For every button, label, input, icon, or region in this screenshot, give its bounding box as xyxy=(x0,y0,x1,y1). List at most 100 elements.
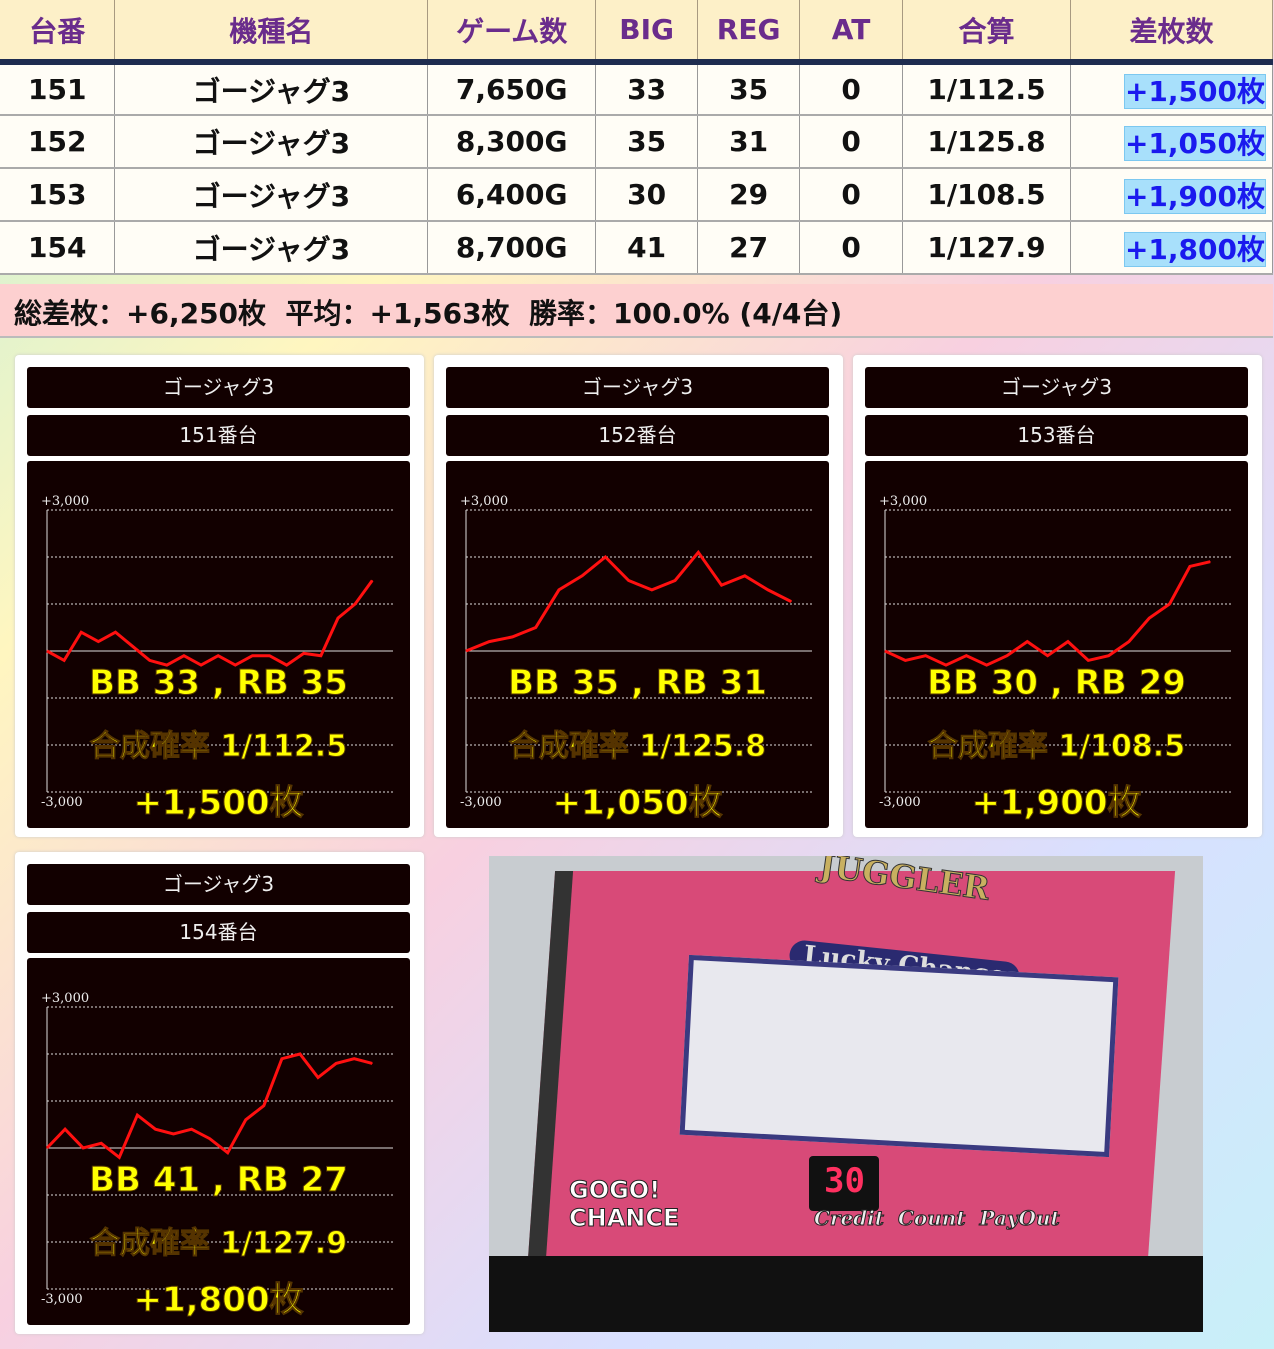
unit-number: 153番台 xyxy=(865,415,1248,456)
series-line xyxy=(465,549,792,653)
diff-value: +1,800枚 xyxy=(1123,231,1266,267)
table-cell: 31 xyxy=(697,115,801,169)
table-cell: 33 xyxy=(595,62,699,116)
data-point xyxy=(925,655,927,657)
data-point xyxy=(320,655,322,657)
data-point xyxy=(651,589,653,591)
diff-value: +1,900枚 xyxy=(1123,178,1266,214)
data-point xyxy=(1026,641,1028,643)
data-point xyxy=(1047,655,1049,657)
data-point xyxy=(80,631,82,633)
column-header: AT xyxy=(799,0,904,65)
data-point xyxy=(986,664,988,666)
data-point xyxy=(64,1128,66,1130)
overlay-bb-rb: BB 33 , RB 35 xyxy=(89,663,349,704)
machine-name: ゴージャグ3 xyxy=(27,367,410,408)
machine-name: ゴージャグ3 xyxy=(27,864,410,905)
data-point xyxy=(744,575,746,577)
column-header: 合算 xyxy=(902,0,1071,65)
y-tick-label: -3,000 xyxy=(41,795,83,810)
data-point xyxy=(251,655,253,657)
credit-display: 30 xyxy=(824,1161,865,1201)
reels xyxy=(679,954,1119,1158)
overlay-prob: 合成確率 1/127.9 xyxy=(89,1226,348,1262)
data-point xyxy=(299,1053,301,1055)
y-tick-label: -3,000 xyxy=(879,795,921,810)
data-point xyxy=(674,580,676,581)
table-cell: 29 xyxy=(697,168,801,222)
data-point xyxy=(46,1147,48,1149)
series-line xyxy=(45,1052,373,1160)
data-point xyxy=(1209,561,1211,563)
table-cell: 154 xyxy=(0,221,116,275)
results-table: 台番 機種名 ゲーム数 BIG REG AT 合算 差枚数 151 ゴージャグ3 7,650G 33 3… xyxy=(0,0,1273,275)
table-cell: 35 xyxy=(595,115,699,169)
machine-name: ゴージャグ3 xyxy=(446,367,829,408)
data-point xyxy=(227,1152,229,1154)
data-point xyxy=(558,589,560,591)
data-point xyxy=(317,1077,319,1078)
data-point xyxy=(945,664,947,666)
y-tick-label: +3,000 xyxy=(41,494,89,509)
column-header: ゲーム数 xyxy=(427,0,597,65)
data-point xyxy=(335,1062,337,1064)
overlay-diff: +1,050枚 xyxy=(552,783,723,824)
table-cell: 151 xyxy=(0,62,116,116)
data-point xyxy=(371,580,373,581)
data-point xyxy=(100,1142,102,1144)
data-point xyxy=(1067,641,1069,643)
data-point xyxy=(697,551,699,553)
overlay-bb-rb: BB 41 , RB 27 xyxy=(89,1160,349,1201)
machine-name: ゴージャグ3 xyxy=(865,367,1248,408)
data-point xyxy=(217,655,219,657)
diff-value: +1,050枚 xyxy=(1123,125,1266,161)
column-header: 差枚数 xyxy=(1070,0,1273,65)
slump-graph: +3,000 -3,000 BB 30 , RB 29 合成確率 1/108.5 +1,… xyxy=(865,461,1248,828)
data-point xyxy=(200,664,202,666)
data-point xyxy=(191,1128,193,1130)
data-point xyxy=(166,664,168,666)
data-point xyxy=(234,664,236,666)
data-point xyxy=(136,1114,138,1116)
data-point xyxy=(46,650,48,652)
column-header: 台番 xyxy=(0,0,116,65)
data-point xyxy=(628,580,630,581)
table-cell: ゴージャグ3 xyxy=(114,115,429,169)
chance-text: GOGO! CHANCE xyxy=(569,1176,680,1233)
data-point xyxy=(465,650,467,652)
overlay-diff: +1,800枚 xyxy=(133,1280,304,1321)
table-cell: ゴージャグ3 xyxy=(114,168,429,222)
table-cell: 30 xyxy=(595,168,699,222)
data-point xyxy=(535,627,537,628)
data-point xyxy=(1108,655,1110,657)
data-point xyxy=(303,652,305,654)
overlay-diff: +1,500枚 xyxy=(133,783,304,824)
diff-value: +1,500枚 xyxy=(1123,73,1266,109)
data-point xyxy=(132,645,134,647)
slump-graph: +3,000 -3,000 BB 41 , RB 27 合成確率 1/127.9 +1,… xyxy=(27,958,410,1325)
data-point xyxy=(790,601,792,603)
y-tick-label: -3,000 xyxy=(460,795,502,810)
table-cell: 1/112.5 xyxy=(902,62,1071,116)
unit-number: 154番台 xyxy=(27,912,410,953)
data-point xyxy=(1189,565,1191,567)
unit-number: 151番台 xyxy=(27,415,410,456)
y-tick-label: +3,000 xyxy=(41,991,89,1006)
table-cell: 1/127.9 xyxy=(902,221,1071,275)
data-point xyxy=(511,636,513,638)
table-row: 154 ゴージャグ3 8,700G 41 27 0 1/127.9 +1,800枚 xyxy=(0,221,1273,275)
table-cell: +1,900枚 xyxy=(1070,168,1273,222)
column-header: REG xyxy=(697,0,801,65)
series-line xyxy=(884,560,1211,667)
table-cell: 7,650G xyxy=(427,62,597,116)
data-point xyxy=(114,631,116,633)
table-cell: 8,700G xyxy=(427,221,597,275)
data-point xyxy=(884,650,886,652)
data-point xyxy=(488,641,490,643)
graph-card: ゴージャグ3 153番台 +3,000 -3,000 BB 30 , RB 29 合成… xyxy=(853,355,1262,837)
data-point xyxy=(286,664,288,666)
data-point xyxy=(269,655,271,657)
table-cell: 153 xyxy=(0,168,116,222)
slump-graph: +3,000 -3,000 BB 35 , RB 31 合成確率 1/125.8 +1,… xyxy=(446,461,829,828)
count-label: Count xyxy=(897,1206,966,1231)
